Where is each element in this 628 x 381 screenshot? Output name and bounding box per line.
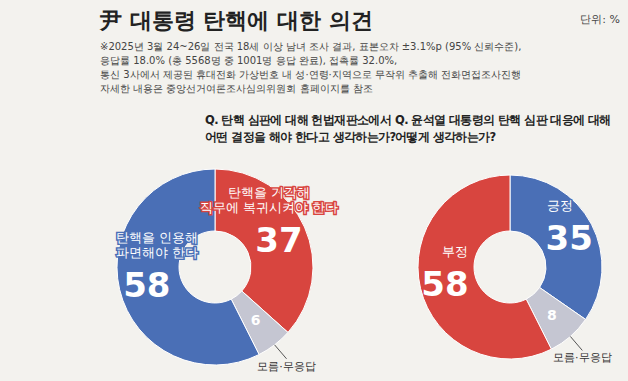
html-text:단위: %: 단위: %	[580, 13, 620, 26]
svg-text:6: 6	[251, 312, 261, 328]
svg-text:58: 58	[123, 265, 170, 305]
html-text:응답률 18.0% (총 5568명 중 1001명 응답: 응답률 18.0% (총 5568명 중 1001명 응답 완료), 접촉률 3…	[100, 55, 398, 66]
svg-text:파면해야 한다: 파면해야 한다	[116, 245, 198, 260]
svg-text:긍정: 긍정	[547, 198, 573, 213]
svg-text:37: 37	[255, 220, 302, 260]
html-text:尹 대통령 탄핵에 대한 의견: 尹 대통령 탄핵에 대한 의견	[100, 8, 373, 33]
svg-text:직무에 복귀시켜야 한다: 직무에 복귀시켜야 한다	[200, 200, 338, 215]
svg-text:탄핵을 인용해: 탄핵을 인용해	[116, 230, 198, 245]
html-text:Q. 탄핵 심판에 대해 헌법재판소에서 어떤 결정을 해야: Q. 탄핵 심판에 대해 헌법재판소에서 어떤 결정을 해야 한다고 생각하는가…	[205, 113, 396, 144]
html-text:통신 3사에서 제공된 휴대전화 가상번호 내 성·연령·지: 통신 3사에서 제공된 휴대전화 가상번호 내 성·연령·지역으로 무작위 추출…	[100, 69, 522, 80]
svg-text:모름·무응답: 모름·무응답	[257, 360, 316, 373]
svg-text:모름·무응답: 모름·무응답	[553, 351, 612, 364]
html-text:자세한 내용은 중앙선거여론조사심의위원회 홈페이지를 참조: 자세한 내용은 중앙선거여론조사심의위원회 홈페이지를 참조	[100, 83, 373, 94]
html-text:Q. 윤석열 대통령의 탄핵 심판 대응에 대해 어떻게 생: Q. 윤석열 대통령의 탄핵 심판 대응에 대해 어떻게 생각하는가?	[395, 113, 611, 144]
svg-text:탄핵을 기각해: 탄핵을 기각해	[228, 185, 310, 200]
svg-text:35: 35	[546, 218, 593, 258]
html-text:※2025년 3월 24~26일 전국 18세 이상 남녀: ※2025년 3월 24~26일 전국 18세 이상 남녀 조사 결과, 표본오…	[100, 41, 522, 52]
svg-text:부정: 부정	[442, 244, 468, 259]
svg-text:8: 8	[547, 307, 557, 323]
svg-text:58: 58	[421, 264, 468, 304]
